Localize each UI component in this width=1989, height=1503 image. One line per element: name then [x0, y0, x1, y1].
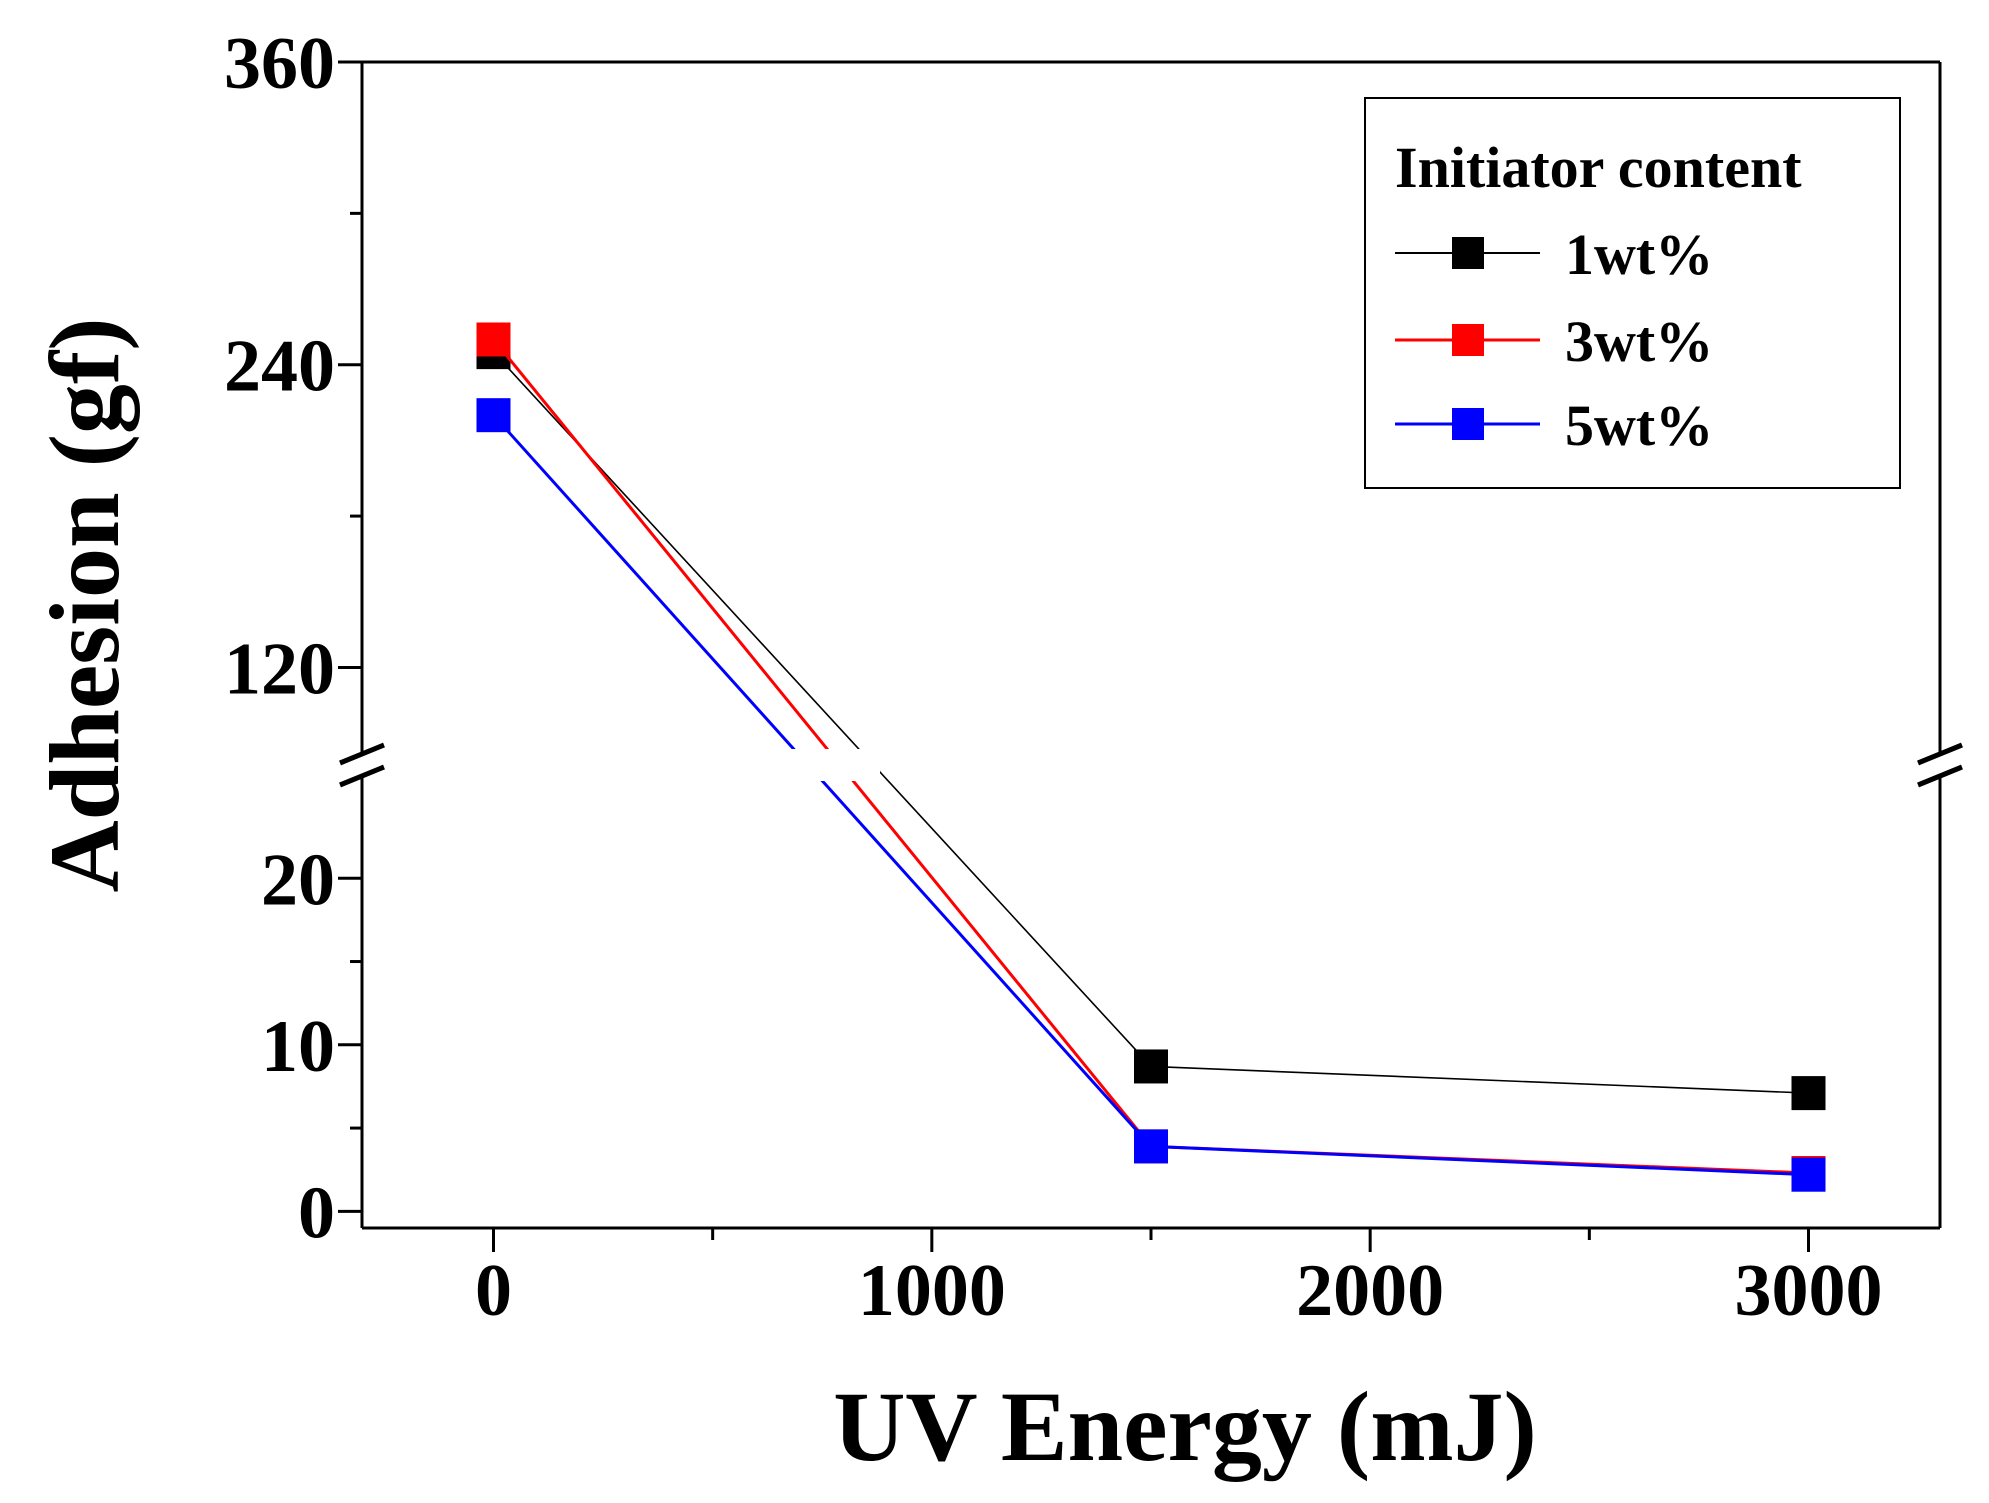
y-lower-tick-label-0: 0 — [298, 1172, 335, 1254]
legend-title: Initiator content — [1395, 135, 1802, 200]
plot-frame — [360, 60, 1942, 1230]
legend-marker-1wt — [1452, 237, 1484, 269]
y-axis-title: Adhesion (gf) — [29, 317, 140, 892]
x-tick-label-1: 1000 — [858, 1250, 1006, 1332]
y-upper-tick-label-2: 360 — [224, 23, 335, 105]
break-gap-mask — [760, 749, 880, 781]
x-tick-label-0: 0 — [475, 1250, 512, 1332]
series-5wt-point-1 — [1134, 1129, 1168, 1164]
break-mark-0-a — [339, 742, 385, 766]
axis-break — [339, 742, 1963, 788]
legend-label-3wt: 3wt% — [1565, 309, 1713, 374]
series-3wt-point-0 — [476, 322, 511, 357]
y-upper-tick-label-0: 120 — [224, 628, 335, 710]
legend: Initiator content 1wt% 3wt% 5wt% — [1364, 97, 1901, 489]
x-tick-label-3: 3000 — [1735, 1250, 1883, 1332]
x-tick-label-2: 2000 — [1296, 1250, 1444, 1332]
y-lower-tick-label-1: 10 — [261, 1006, 335, 1088]
break-mark-1-a — [1917, 742, 1963, 766]
series-1wt-point-1 — [1134, 1049, 1168, 1084]
break-mark-0-b — [339, 764, 385, 788]
legend-label-5wt: 5wt% — [1565, 393, 1713, 458]
series-5wt-point-0 — [476, 398, 511, 433]
y-upper-tick-label-1: 240 — [224, 326, 335, 408]
data-series — [476, 322, 1826, 1192]
legend-label-1wt: 1wt% — [1565, 222, 1713, 287]
series-1wt-point-2 — [1791, 1076, 1826, 1111]
x-axis-title: UV Energy (mJ) — [833, 1371, 1537, 1482]
series-1wt-segment-0 — [492, 351, 1152, 1067]
axis-ticks — [338, 60, 1810, 1252]
series-1wt-segment-1 — [1150, 1065, 1809, 1094]
break-mark-1-b — [1917, 764, 1963, 788]
series-5wt-point-2 — [1791, 1157, 1826, 1192]
series-3wt-segment-0 — [492, 338, 1153, 1148]
series-5wt-segment-1 — [1150, 1144, 1809, 1177]
legend-marker-5wt — [1452, 408, 1484, 440]
y-lower-tick-label-2: 20 — [261, 839, 335, 921]
legend-marker-3wt — [1452, 324, 1484, 356]
